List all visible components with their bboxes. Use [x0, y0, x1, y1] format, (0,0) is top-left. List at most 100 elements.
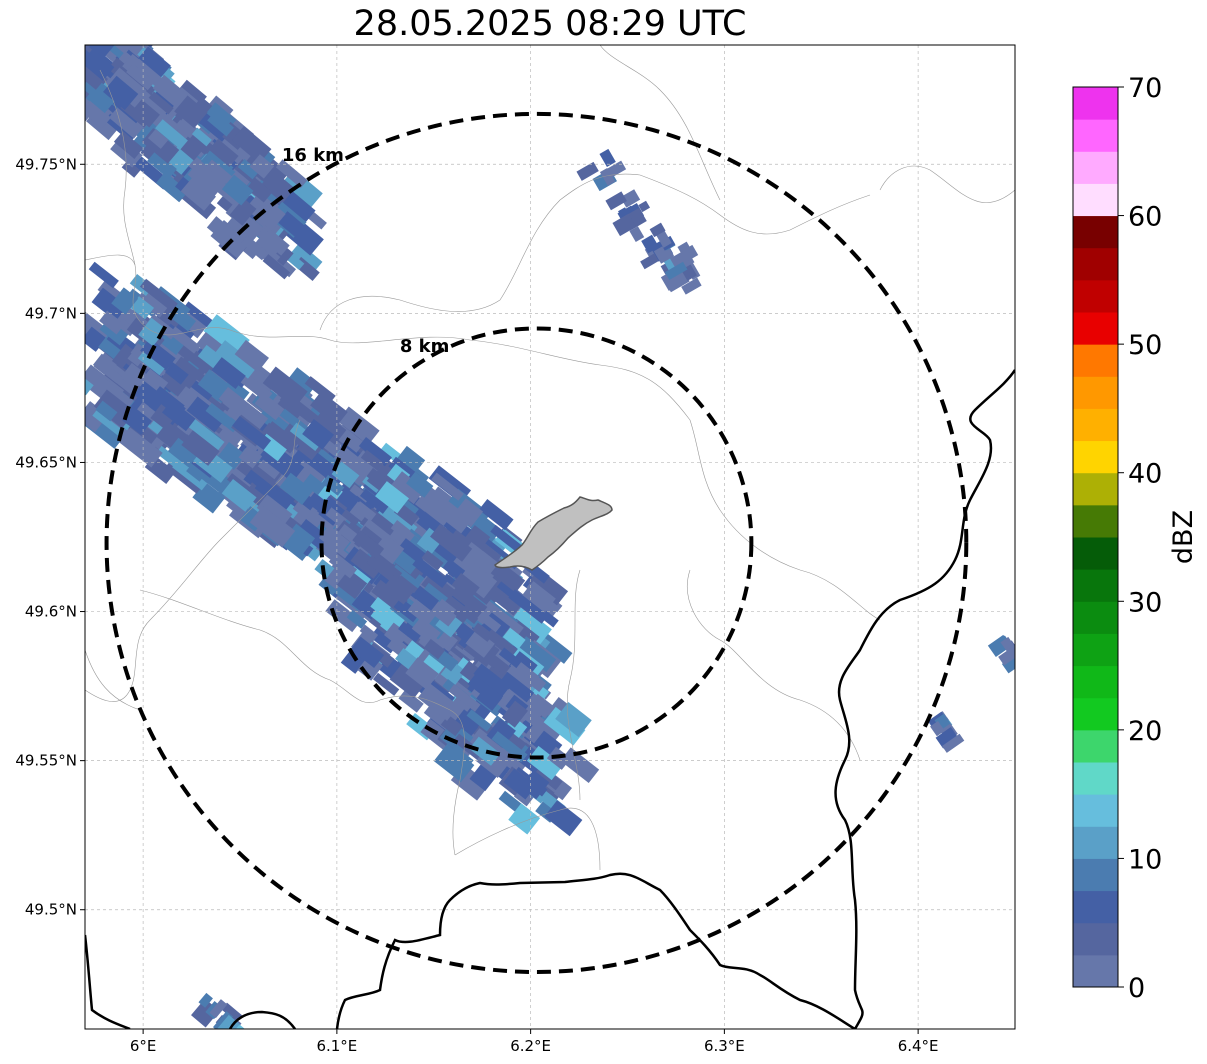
echo-cell	[520, 770, 550, 800]
echo-cell	[246, 177, 273, 203]
admin-boundary-line	[687, 569, 861, 761]
reflectivity-echoes	[85, 15, 1015, 1029]
echo-cell	[187, 159, 227, 197]
echo-cell	[215, 340, 258, 379]
echo-cell	[222, 393, 248, 418]
country-border	[335, 872, 856, 1029]
colorbar-segment	[1073, 87, 1118, 120]
echo-cell	[328, 552, 358, 579]
echo-cell	[336, 569, 368, 600]
echo-cell	[85, 322, 107, 352]
colorbar-segment	[1073, 697, 1118, 731]
echo-cell	[473, 550, 499, 576]
echo-cell	[221, 1002, 243, 1023]
echo-cell	[207, 111, 235, 137]
echo-cell	[366, 467, 389, 489]
echo-cell	[606, 160, 627, 178]
echo-cell	[205, 159, 233, 185]
echo-cell	[275, 159, 308, 189]
echo-cell	[181, 430, 220, 466]
colorbar-segment	[1073, 665, 1118, 699]
colorbar-segment	[1073, 312, 1118, 345]
map-title: 28.05.2025 08:29 UTC	[353, 4, 747, 44]
colorbar-tick-label: 50	[1128, 330, 1162, 361]
echo-cell	[256, 494, 293, 528]
echo-cell	[156, 171, 189, 203]
echo-cell	[137, 351, 165, 376]
echo-cell	[942, 733, 965, 753]
echo-cell	[605, 191, 627, 211]
echo-cell	[188, 131, 213, 155]
echo-cell	[302, 419, 335, 450]
echo-cell	[599, 148, 616, 168]
y-tick-label: 49.6°N	[25, 603, 77, 621]
echo-cell	[139, 278, 178, 312]
range-ring-16km	[104, 111, 969, 975]
echo-cell	[185, 416, 225, 451]
colorbar-tick-label: 40	[1128, 459, 1162, 490]
echo-cell	[353, 598, 376, 618]
echo-cell	[108, 104, 145, 139]
echo-cell	[254, 392, 285, 421]
echo-cell	[93, 45, 128, 48]
national-borders	[85, 369, 1015, 1029]
admin-boundary-line	[319, 173, 871, 331]
echo-cell	[216, 1014, 240, 1029]
echo-cell	[156, 445, 190, 475]
echo-cell	[526, 745, 564, 781]
echo-cell	[532, 716, 561, 742]
map-frame	[84, 44, 1016, 1030]
echo-cell	[279, 472, 314, 505]
colorbar-segment	[1073, 954, 1118, 988]
echo-cell	[359, 624, 379, 642]
echo-cell	[998, 645, 1015, 666]
echo-cell	[129, 296, 155, 320]
echo-cell	[407, 593, 442, 626]
echo-cell	[152, 74, 191, 111]
echo-cell	[499, 671, 535, 703]
echo-cell	[346, 609, 368, 629]
echo-cell	[352, 530, 385, 559]
colorbar: 0 10 20 30 40 50 60 70 dBZ	[1072, 73, 1199, 1004]
echo-cell	[412, 556, 449, 588]
echo-cell	[472, 622, 494, 642]
admin-boundary-line	[599, 45, 721, 201]
echo-cell	[406, 471, 434, 498]
echo-cell	[491, 731, 528, 763]
echo-cell	[516, 636, 557, 673]
colorbar-segment	[1073, 376, 1118, 409]
echo-cell	[88, 82, 119, 114]
colorbar-segment	[1073, 151, 1118, 184]
echo-cell	[1001, 655, 1015, 674]
echo-cell	[103, 75, 139, 111]
echo-cell	[350, 548, 383, 579]
echo-cell	[417, 682, 459, 721]
echo-cell	[451, 709, 482, 740]
echo-cell	[469, 736, 501, 766]
echo-cell	[256, 232, 282, 257]
echo-cell	[629, 226, 645, 243]
colorbar-segment	[1073, 440, 1118, 474]
echo-cell	[86, 16, 107, 35]
echo-cell	[930, 721, 945, 737]
colorbar-segment	[1073, 633, 1118, 667]
echo-cell	[241, 235, 269, 261]
echo-cell	[501, 700, 528, 728]
echo-cell	[205, 402, 240, 433]
echo-cell	[544, 800, 583, 837]
city-outline	[494, 496, 613, 571]
echo-cell	[292, 498, 320, 524]
echo-cell	[87, 15, 118, 43]
colorbar-segment	[1073, 794, 1118, 827]
echo-cell	[130, 99, 160, 128]
admin-boundary-line	[879, 165, 1015, 203]
echo-cell	[229, 198, 257, 226]
echo-cell	[360, 449, 384, 471]
range-ring-label: 8 km	[400, 336, 450, 357]
x-tick-label: 6.1°E	[316, 1037, 357, 1055]
echo-cell	[350, 636, 385, 669]
admin-boundary-line	[85, 649, 141, 711]
echo-cell	[498, 647, 522, 669]
echo-cell	[174, 95, 208, 129]
echo-cell	[238, 445, 263, 469]
